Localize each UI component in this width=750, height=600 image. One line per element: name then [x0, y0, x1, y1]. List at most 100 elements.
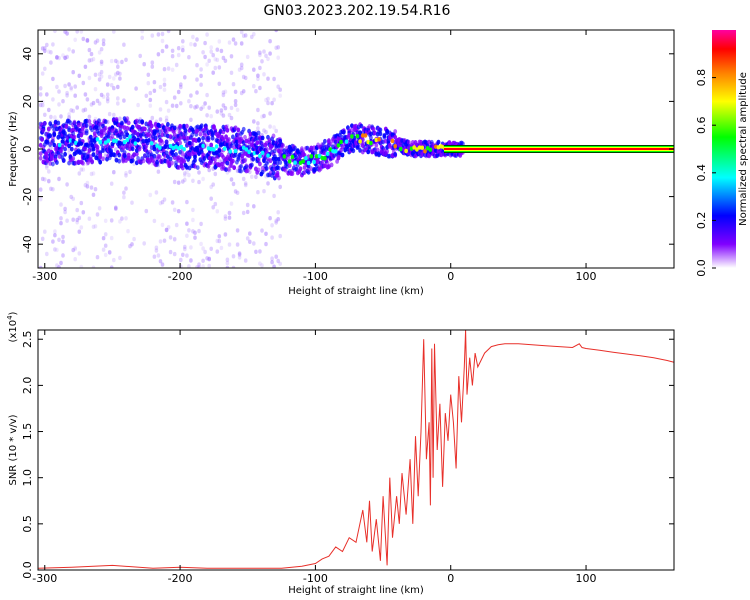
spectrogram-dot [170, 67, 175, 73]
spectrogram-dot [199, 106, 203, 112]
spectrogram-dot [126, 229, 130, 234]
spectrogram-dot [120, 120, 124, 126]
spectrogram-dot [293, 160, 297, 165]
spectrogram-dot [276, 217, 281, 222]
spectrogram-dot [112, 138, 116, 143]
spectrogram-dot [137, 146, 142, 152]
spectrogram-dot [79, 167, 84, 172]
spectrogram-dot [160, 31, 165, 37]
spectrogram-dot [164, 44, 169, 49]
spectrogram-dot [154, 245, 159, 250]
spectrogram-dot [193, 154, 197, 160]
spectrogram-dot [270, 256, 274, 261]
spectrogram-dot [209, 246, 213, 251]
spectrogram-dot [359, 123, 364, 129]
spectrogram-dot [80, 126, 85, 131]
spectrogram-dot [217, 39, 222, 44]
spectrogram-dot [231, 181, 236, 187]
spectrogram-dot [256, 190, 260, 195]
spectrogram-dot [340, 152, 345, 158]
spectrogram-dot [57, 176, 61, 182]
spectrogram-dot [103, 119, 108, 125]
spectrogram-dot [241, 176, 246, 182]
spectrogram-dot [262, 49, 266, 54]
spectrogram-dot [142, 241, 146, 246]
spectrogram-dot [235, 190, 240, 195]
spectrogram-dot [244, 164, 249, 170]
spectrogram-dot [53, 233, 57, 238]
spectrogram-dot [361, 133, 365, 138]
spectrogram-dot [69, 194, 73, 200]
spectrogram-dot [393, 129, 398, 134]
spectrogram-dot [271, 170, 276, 176]
spectrogram-dot [164, 118, 169, 124]
spectrogram-dot [61, 53, 65, 58]
spectrogram-dot [363, 133, 368, 138]
spectrogram-dot [203, 101, 207, 106]
spectrogram-dot [162, 238, 167, 243]
spectrogram-dot [164, 139, 169, 145]
y-tick-label: -20 [21, 188, 34, 206]
spectrogram-dot [377, 137, 381, 142]
spectrogram-dot [185, 199, 189, 205]
spectrogram-dot [98, 152, 103, 158]
spectrogram-dot [225, 160, 230, 166]
spectrogram-dot [170, 200, 175, 205]
spectrogram-dot [290, 154, 295, 160]
spectrogram-dot [71, 196, 75, 201]
spectrogram-dot [172, 251, 177, 257]
spectrogram-dot [277, 165, 281, 171]
spectrogram-dot [179, 82, 183, 87]
spectrogram-dot [99, 92, 104, 98]
spectrogram-dot [223, 216, 228, 221]
spectrogram-dot [101, 145, 105, 151]
spectrogram-dot [264, 146, 269, 152]
spectrogram-dot [356, 144, 361, 150]
spectrogram-dot [79, 30, 84, 34]
spectrogram-dot [59, 202, 63, 207]
spectrogram-dot [73, 37, 77, 42]
spectrogram-dot [116, 101, 120, 106]
spectrogram-dot [146, 81, 151, 86]
spectrogram-dot [226, 137, 231, 142]
spectrogram-dot [148, 90, 153, 96]
spectrogram-dot [227, 242, 232, 247]
spectrogram-dot [141, 138, 146, 144]
spectrogram-dot [77, 251, 82, 256]
spectrogram-dot [278, 93, 283, 98]
spectrogram-dot [97, 72, 102, 77]
spectrogram-dot [209, 49, 213, 54]
spectrogram-dot [258, 153, 262, 159]
spectrogram-dot [207, 167, 211, 173]
spectrogram-dot [254, 174, 258, 180]
spectrogram-dot [59, 148, 63, 154]
spectrogram-dot [89, 57, 94, 63]
spectrogram-dot [185, 123, 189, 129]
spectrogram-dot [160, 262, 165, 267]
spectrogram-dot [150, 64, 155, 69]
spectrogram-dot [40, 176, 45, 182]
spectrogram-dot [209, 196, 213, 201]
spectrogram-dot [189, 117, 193, 123]
spectrogram-dot [217, 158, 222, 163]
spectrogram-dot [239, 146, 243, 152]
spectrogram-dot [125, 143, 130, 149]
spectrogram-dot [160, 200, 165, 205]
spectrogram-dot [270, 235, 274, 240]
spectrogram-dot [84, 142, 89, 147]
spectrogram-dot [367, 146, 372, 152]
spectrogram-dot [231, 158, 235, 164]
spectrogram-dot [262, 128, 266, 133]
spectrogram-dot [40, 99, 45, 105]
spectrogram-dot [229, 201, 234, 206]
spectrogram-dot [256, 167, 261, 173]
spectrogram-dot [95, 147, 100, 153]
spectrogram-dot [191, 178, 195, 183]
spectrogram-dot [109, 218, 114, 223]
x-tick-label: -200 [168, 270, 193, 283]
spectrogram-dot [197, 262, 201, 267]
spectrogram-dot [130, 158, 135, 163]
spectrogram-dot [97, 50, 102, 55]
y-tick-label: 2.0 [21, 377, 34, 395]
